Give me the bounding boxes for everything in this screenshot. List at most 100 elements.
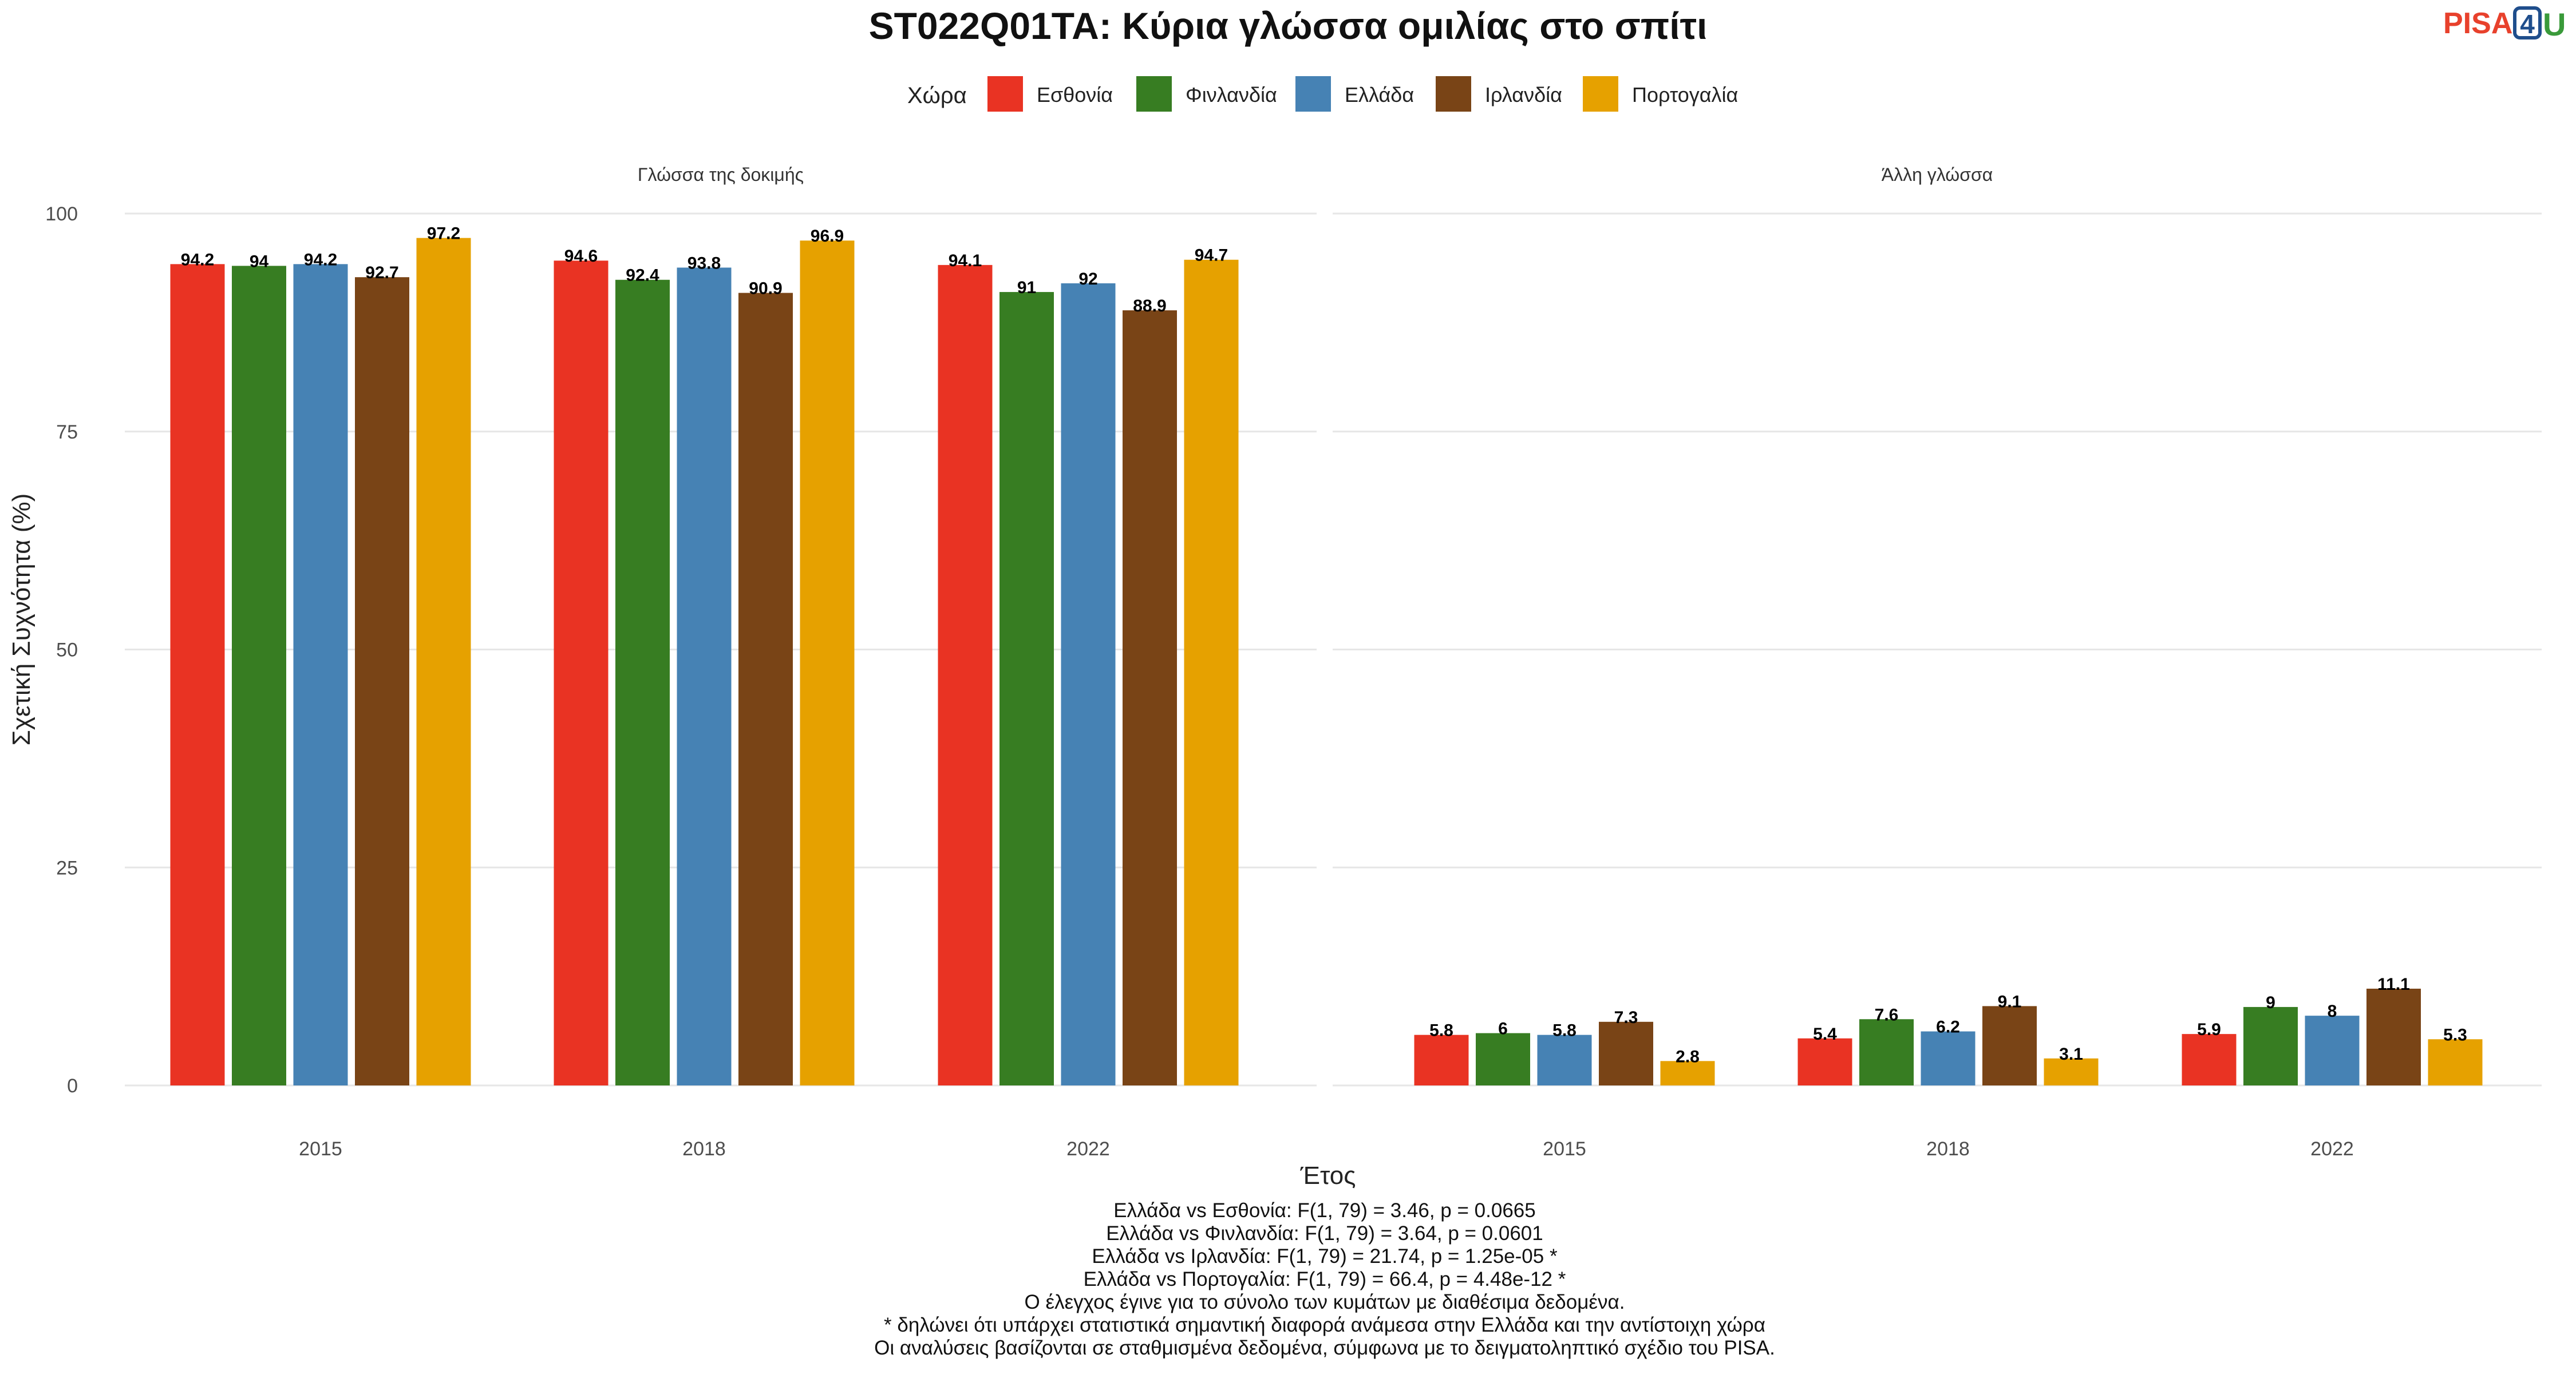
bar-1-1-2018 [554,260,609,1086]
bar-value-label: 7.6 [1875,1005,1899,1024]
bar-value-label: 6.2 [1936,1018,1960,1037]
legend-swatch-2 [1136,76,1172,112]
bar-value-label: 94.2 [304,250,337,269]
bar-2-4-2015 [1599,1021,1653,1085]
bar-value-label: 94 [250,252,269,271]
bar-2-2-2015 [1476,1033,1530,1085]
bar-value-label: 5.8 [1429,1021,1453,1040]
bar-2-5-2015 [1660,1061,1715,1085]
bar-value-label: 92.7 [365,263,398,282]
bar-value-label: 9 [2266,993,2275,1012]
facet-strip-label: Γλώσσα της δοκιμής [638,164,804,185]
y-tick-label: 100 [45,203,78,225]
y-axis-label: Σχετική Συχνότητα (%) [7,493,35,746]
bar-1-4-2015 [355,277,409,1086]
x-tick-label: 2018 [682,1138,726,1160]
bar-2-4-2018 [1982,1006,2037,1085]
y-tick-label: 25 [56,857,78,879]
caption-line: * δηλώνει ότι υπάρχει στατιστικά σημαντι… [884,1314,1765,1336]
caption: Ελλάδα vs Εσθονία: F(1, 79) = 3.46, p = … [874,1199,1775,1359]
bar-value-label: 92.4 [626,266,659,285]
bar-2-2-2018 [1859,1019,1914,1085]
bar-value-label: 11.1 [2377,975,2410,994]
x-tick-label: 2022 [1066,1138,1110,1160]
caption-line: Ελλάδα vs Φινλανδία: F(1, 79) = 3.64, p … [1106,1222,1543,1245]
logo-text-4: 4 [2520,9,2535,39]
bar-2-3-2015 [1537,1035,1592,1085]
x-tick-label: 2018 [1926,1138,1970,1160]
bar-value-label: 5.9 [2197,1020,2221,1039]
facet-panel-2: Άλλη γλώσσα 2015 2018 2022 5.8 5.4 5.9 6 7.6 9 5.8… [1333,164,2542,1160]
bar-1-2-2018 [615,279,670,1085]
bar-2-1-2022 [2182,1034,2237,1085]
bar-value-label: 91 [1017,278,1036,297]
x-axis-label: Έτος [1300,1162,1356,1190]
bar-value-label: 5.3 [2443,1025,2467,1044]
logo-text-pisa: PISA [2443,7,2512,40]
caption-line: Ελλάδα vs Ιρλανδία: F(1, 79) = 21.74, p … [1092,1245,1558,1268]
bar-2-5-2018 [2044,1058,2099,1085]
bar-1-2-2022 [999,292,1054,1085]
bar-2-4-2022 [2366,988,2421,1085]
bar-1-3-2015 [293,264,348,1086]
bar-1-3-2022 [1061,283,1116,1086]
legend-swatch-5 [1583,76,1618,112]
bar-value-label: 3.1 [2059,1045,2083,1064]
bar-value-label: 93.8 [688,254,721,273]
bar-value-label: 92 [1078,270,1097,289]
bar-1-5-2015 [416,238,471,1085]
facet-panel-1: Γλώσσα της δοκιμής 2015 2018 2022 94.2 94.6 94… [125,164,1317,1160]
bar-value-label: 94.7 [1195,246,1228,265]
bar-value-label: 94.2 [181,250,214,269]
caption-line: Ελλάδα vs Εσθονία: F(1, 79) = 3.46, p = … [1113,1199,1535,1222]
legend-swatch-3 [1295,76,1331,112]
legend-label-4: Ιρλανδία [1485,83,1562,106]
bar-1-1-2022 [938,264,993,1086]
bar-1-1-2015 [170,264,225,1086]
bar-value-label: 5.4 [1813,1025,1837,1044]
legend-swatch-1 [987,76,1023,112]
legend-label-3: Ελλάδα [1345,83,1414,106]
bar-value-label: 96.9 [811,227,844,246]
legend-label-2: Φινλανδία [1186,83,1277,106]
legend: Χώρα Εσθονία Φινλανδία Ελλάδα Ιρλανδία Πορτο… [907,76,1738,112]
legend-label-1: Εσθονία [1037,83,1113,106]
bar-2-1-2015 [1414,1035,1469,1085]
legend-label-5: Πορτογαλία [1632,83,1738,106]
x-tick-label: 2022 [2310,1138,2354,1160]
y-tick-label: 0 [67,1075,78,1097]
bar-value-label: 94.1 [949,251,982,270]
bar-1-5-2022 [1184,259,1239,1085]
bar-value-label: 94.6 [564,247,598,266]
bar-value-label: 7.3 [1614,1008,1638,1027]
x-tick-label: 2015 [1543,1138,1586,1160]
bar-value-label: 2.8 [1676,1047,1700,1066]
y-tick-label: 50 [56,639,78,661]
bar-2-1-2018 [1797,1038,1852,1085]
caption-line: Οι αναλύσεις βασίζονται σε σταθμισμένα δ… [874,1337,1775,1359]
bar-1-2-2015 [232,266,286,1085]
bar-1-3-2018 [677,267,732,1085]
logo: PISA 4 U [2443,6,2566,42]
logo-box [2513,6,2542,40]
bar-value-label: 9.1 [1998,992,2022,1011]
legend-title: Χώρα [907,83,967,108]
bar-2-2-2022 [2243,1006,2298,1085]
logo-text-u: U [2543,6,2566,42]
caption-line: Ελλάδα vs Πορτογαλία: F(1, 79) = 66.4, p… [1084,1268,1566,1290]
bar-1-4-2022 [1123,310,1177,1085]
legend-swatch-4 [1436,76,1471,112]
bar-value-label: 8 [2328,1002,2337,1021]
bar-2-3-2018 [1921,1031,1976,1085]
y-tick-label: 75 [56,421,78,443]
bar-2-3-2022 [2305,1016,2360,1085]
bar-1-4-2018 [738,293,793,1085]
bar-value-label: 6 [1498,1020,1508,1039]
bar-value-label: 88.9 [1133,297,1166,315]
chart-title: ST022Q01TA: Κύρια γλώσσα ομιλίας στο σπί… [869,5,1708,47]
x-tick-label: 2015 [299,1138,342,1160]
bar-value-label: 90.9 [749,279,782,298]
bar-value-label: 5.8 [1552,1021,1577,1040]
bar-2-5-2022 [2428,1039,2483,1085]
